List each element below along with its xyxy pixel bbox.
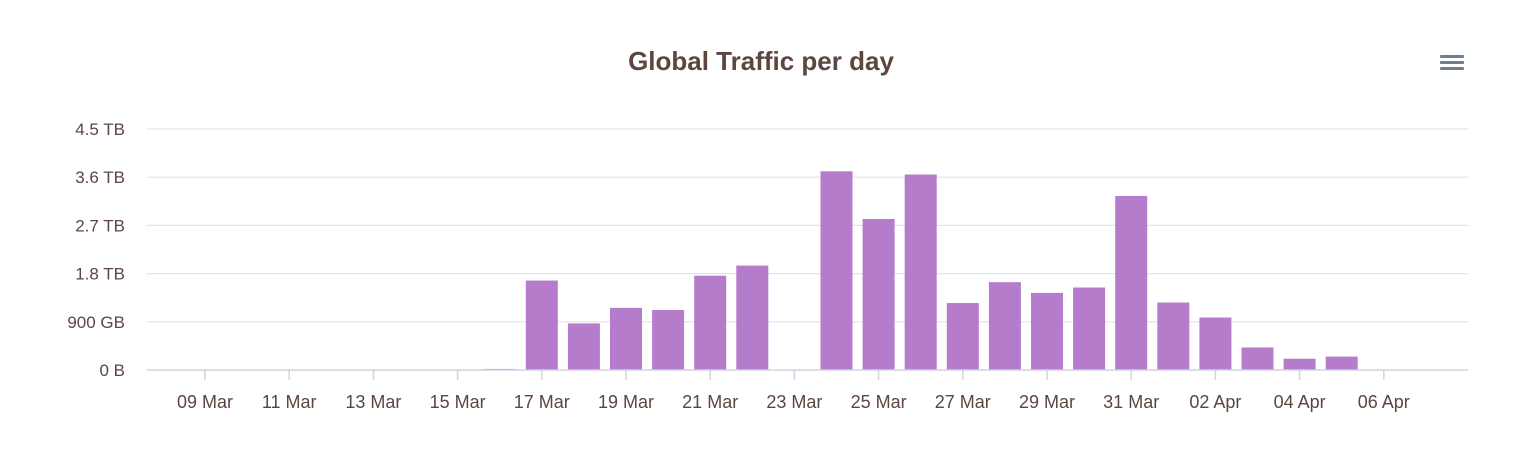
bar[interactable] [652, 310, 685, 370]
bar[interactable] [1241, 347, 1274, 370]
chart-title: Global Traffic per day [628, 46, 894, 76]
y-tick-label: 3.6 TB [75, 168, 125, 187]
x-tick-label: 04 Apr [1274, 392, 1326, 412]
bar[interactable] [946, 303, 979, 370]
x-tick-label: 09 Mar [177, 392, 233, 412]
bar[interactable] [1157, 302, 1190, 370]
y-tick-label: 900 GB [67, 313, 125, 332]
y-tick-label: 1.8 TB [75, 265, 125, 284]
x-tick-label: 21 Mar [682, 392, 738, 412]
y-axis-labels: 0 B 900 GB 1.8 TB 2.7 TB 3.6 TB 4.5 TB [67, 120, 125, 380]
y-tick-label: 4.5 TB [75, 120, 125, 139]
x-tick-label: 06 Apr [1358, 392, 1410, 412]
bar[interactable] [820, 171, 853, 370]
x-axis-labels: 09 Mar 11 Mar 13 Mar 15 Mar 17 Mar 19 Mar 21 M… [177, 392, 1410, 412]
x-tick-label: 27 Mar [935, 392, 991, 412]
x-tick-label: 25 Mar [851, 392, 907, 412]
y-tick-label: 0 B [99, 361, 125, 380]
x-tick-label: 13 Mar [345, 392, 401, 412]
x-tick-label: 23 Mar [766, 392, 822, 412]
y-tick-label: 2.7 TB [75, 216, 125, 235]
bar[interactable] [1325, 356, 1358, 370]
bar[interactable] [1115, 195, 1148, 370]
x-axis [147, 369, 1468, 380]
bar[interactable] [694, 275, 727, 370]
x-tick-label: 02 Apr [1189, 392, 1241, 412]
grid-lines [147, 128, 1468, 323]
bar[interactable] [1031, 292, 1063, 370]
x-tick-label: 31 Mar [1103, 392, 1159, 412]
x-tick-label: 29 Mar [1019, 392, 1075, 412]
bar[interactable] [1283, 358, 1316, 370]
bars [483, 171, 1358, 370]
x-tick-label: 17 Mar [514, 392, 570, 412]
bar[interactable] [610, 307, 642, 370]
x-tick-label: 15 Mar [430, 392, 486, 412]
x-tick-label: 19 Mar [598, 392, 654, 412]
bar[interactable] [567, 323, 600, 370]
bar[interactable] [1073, 287, 1106, 370]
hamburger-menu-icon[interactable] [1436, 50, 1466, 74]
bar[interactable] [904, 174, 937, 370]
bar[interactable] [862, 218, 895, 370]
bar[interactable] [736, 265, 769, 370]
bar[interactable] [1199, 317, 1232, 370]
bar[interactable] [988, 282, 1021, 370]
x-tick-label: 11 Mar [262, 392, 317, 412]
bar[interactable] [525, 280, 558, 370]
